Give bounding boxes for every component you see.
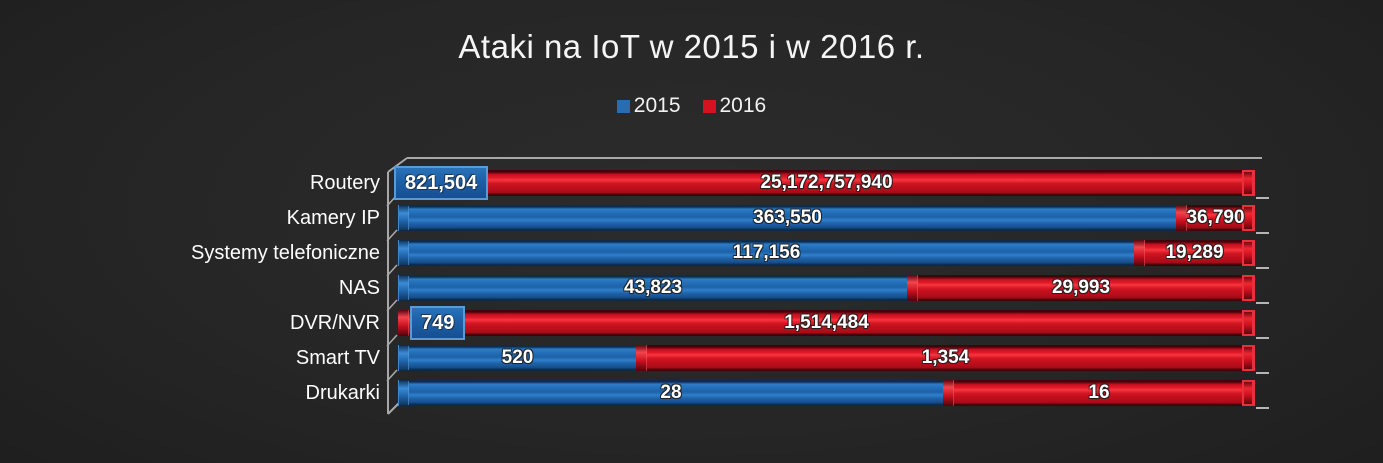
value-label-2015: 821,504 <box>394 166 489 200</box>
value-label-2015: 363,550 <box>753 207 822 228</box>
bar-segment-2015: 117,156 <box>398 240 1134 266</box>
bar-bevel <box>943 380 954 406</box>
value-label-2016: 1,514,484 <box>784 312 869 333</box>
row-tick <box>1256 267 1269 269</box>
bar-end-cap <box>1242 205 1255 231</box>
bar-row: 520 1,354 <box>398 345 1255 371</box>
category-label: DVR/NVR <box>289 311 380 334</box>
category-label: Routery <box>309 171 380 194</box>
bar-segment-2015: 520 <box>398 345 636 371</box>
row-tick <box>1256 372 1269 374</box>
bar-segment-2016: 1,354 <box>636 345 1255 371</box>
bar-bevel <box>1176 205 1187 231</box>
value-label-2015: 117,156 <box>732 242 801 263</box>
category-label: Smart TV <box>295 346 380 369</box>
bar-segment-2015: 43,823 <box>398 275 907 301</box>
bar-end-cap <box>1242 310 1255 336</box>
bar-segment-2016: 29,993 <box>907 275 1255 301</box>
bar-end-cap <box>1242 345 1255 371</box>
legend-swatch-2016-icon <box>702 99 716 113</box>
legend-swatch-2015-icon <box>616 99 630 113</box>
legend-item-2015: 2015 <box>616 94 681 118</box>
frame-line <box>386 334 398 347</box>
bar-segment-2016: 16 <box>943 380 1255 406</box>
bar-segment-2016: 19,289 <box>1134 240 1255 266</box>
category-label: NAS <box>338 276 380 299</box>
bar-bevel <box>399 206 409 230</box>
bar-row: 117,156 19,289 <box>398 240 1255 266</box>
bar-end-cap <box>1242 380 1255 406</box>
legend-label-2016: 2016 <box>719 94 767 117</box>
bar-row: 363,550 36,790 <box>398 205 1255 231</box>
value-label-2015: 28 <box>660 382 682 403</box>
value-label-2016: 19,289 <box>1165 242 1224 263</box>
value-label-2016: 25,172,757,940 <box>760 172 893 193</box>
row-tick <box>1256 337 1269 339</box>
bar-bevel <box>399 276 409 300</box>
frame-line <box>386 299 398 312</box>
bar-segment-2015: 363,550 <box>398 205 1176 231</box>
bar-segment-2016: 25,172,757,940 <box>398 170 1255 196</box>
bar-row: 43,823 29,993 <box>398 275 1255 301</box>
row-tick <box>1256 302 1269 304</box>
category-label: Drukarki <box>305 381 380 404</box>
bar-segment-2016: 1,514,484 <box>398 310 1255 336</box>
bar-row: 25,172,757,940 821,504 <box>394 166 1255 200</box>
legend-item-2016: 2016 <box>702 94 767 118</box>
value-label-2015: 520 <box>501 347 534 368</box>
bar-segment-2016: 36,790 <box>1176 205 1255 231</box>
category-label: Systemy telefoniczne <box>191 241 380 264</box>
row-tick <box>1256 197 1269 199</box>
bar-end-cap <box>1242 240 1255 266</box>
bar-row: 1,514,484 749 <box>398 306 1255 340</box>
bar-row: 28 16 <box>398 380 1255 406</box>
bar-bevel <box>907 275 918 301</box>
legend: 2015 2016 <box>0 94 1383 118</box>
value-label-2016: 16 <box>1088 382 1110 403</box>
bar-bevel <box>636 345 647 371</box>
bar-bevel <box>1134 240 1145 266</box>
bar-bevel <box>399 346 409 370</box>
row-tick <box>1256 407 1269 409</box>
bar-bevel <box>399 241 409 265</box>
value-label-2016: 29,993 <box>1051 277 1111 298</box>
row-tick <box>1256 232 1269 234</box>
bar-bevel <box>398 310 409 336</box>
bar-end-cap <box>1242 275 1255 301</box>
value-label-2016: 1,354 <box>921 347 970 368</box>
bar-bevel <box>399 381 409 405</box>
frame-line <box>386 369 398 382</box>
chart-title: Ataki na IoT w 2015 i w 2016 r. <box>458 28 925 65</box>
value-label-2015: 749 <box>410 306 466 340</box>
value-label-2016: 36,790 <box>1186 207 1245 228</box>
value-label-2015: 43,823 <box>623 277 683 298</box>
frame-line <box>386 229 398 242</box>
bar-end-cap <box>1242 170 1255 196</box>
category-label: Kamery IP <box>286 206 380 229</box>
frame-line <box>387 157 408 173</box>
bar-segment-2015: 28 <box>398 380 943 406</box>
frame-line <box>386 264 398 277</box>
legend-label-2015: 2015 <box>633 94 681 117</box>
